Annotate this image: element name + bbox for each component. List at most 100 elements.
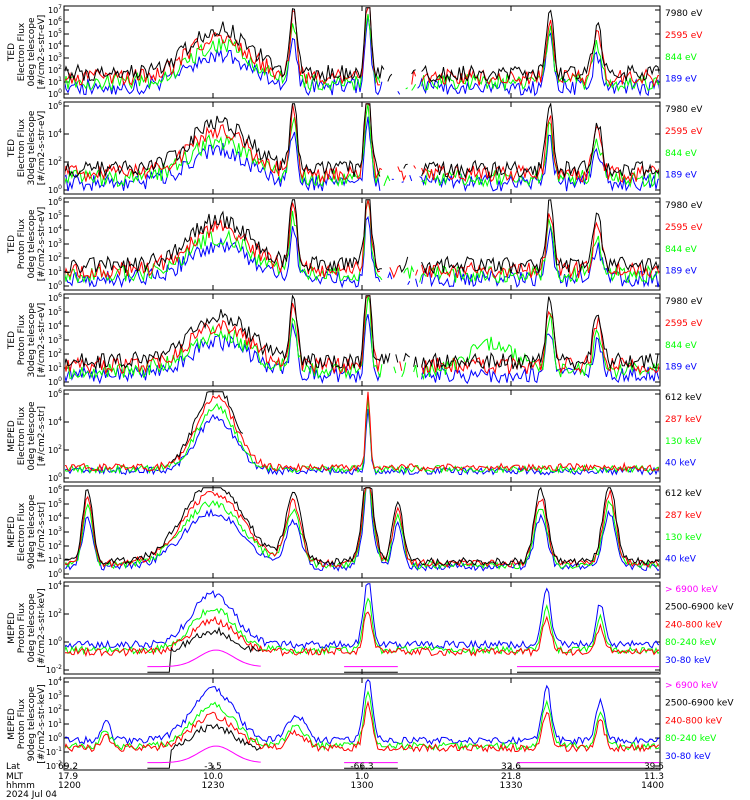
y-tick-label: 106: [48, 100, 62, 111]
y-tick-label: 104: [48, 40, 62, 51]
y-tick-label: 104: [48, 320, 62, 331]
series-line-1: [147, 649, 659, 668]
legend-entry: 40 keV: [665, 459, 697, 469]
y-tick-label: 102: [48, 156, 62, 167]
legend-entry: 80-240 keV: [665, 734, 717, 744]
y-tick-label: 105: [48, 28, 62, 39]
series-line-2: [65, 199, 659, 280]
series-line-3: [65, 13, 659, 92]
y-tick-label: 102: [48, 704, 62, 715]
x-tick-lat: 39.5: [644, 762, 664, 772]
legend-entry: 287 keV: [665, 511, 702, 521]
y-axis-label: Electron Flux: [17, 502, 27, 561]
series-line-1: [65, 487, 659, 567]
series-line-3: [65, 397, 659, 475]
y-tick-label: 103: [48, 334, 62, 345]
y-tick-label: 100: [48, 472, 62, 483]
legend-entry: 189 eV: [665, 363, 698, 373]
y-axis-label: [#/cm2-s-str]: [37, 502, 47, 562]
x-tick-hhmm: 1200: [58, 781, 81, 791]
y-tick-label: 104: [48, 224, 62, 235]
series-line-2: [147, 723, 659, 769]
series-line-1: [65, 199, 659, 275]
y-axis-label: [#/cm2-s-str-eV]: [37, 15, 47, 90]
x-tick-lat: -3.5: [204, 762, 222, 772]
x-tick-hhmm: 1230: [202, 781, 225, 791]
series-line-5: [65, 679, 659, 746]
y-axis-label: 90deg telescope: [27, 494, 37, 569]
y-axis-label: 30deg telescope: [27, 302, 37, 377]
series-line-5: [65, 583, 659, 650]
legend-entry: 2595 eV: [665, 127, 703, 137]
series-line-3: [65, 487, 659, 570]
y-tick-label: 101: [48, 266, 62, 277]
y-axis-label: 30deg telescope: [27, 110, 37, 185]
panel-5: 100 102 104 106 MEPED Electron Flux 0deg teles…: [7, 388, 702, 483]
legend-entry: 2595 eV: [665, 319, 703, 329]
x-tick-lat: 32.6: [501, 762, 521, 772]
legend-entry: 40 keV: [665, 555, 697, 565]
y-axis-label: MEPED: [7, 516, 17, 548]
y-tick-label: 104: [48, 512, 62, 523]
y-tick-label: 106: [48, 196, 62, 207]
x-axis-row-label: hhmm: [6, 781, 35, 791]
y-axis-label: MEPED: [7, 612, 17, 644]
series-line-1: [65, 7, 659, 83]
y-tick-label: 103: [48, 52, 62, 63]
y-tick-label: 105: [48, 210, 62, 221]
y-axis-label: Electron Flux: [17, 406, 27, 465]
y-tick-label: 107: [48, 4, 62, 15]
y-tick-label: 101: [48, 554, 62, 565]
series-line-2: [65, 295, 659, 375]
legend-entry: 130 keV: [665, 533, 702, 543]
y-axis-label: [#/cm2-s-str]: [37, 406, 47, 466]
y-axis-label: 0deg telescope: [27, 209, 37, 279]
y-axis-label: TED: [7, 43, 17, 62]
legend-entry: 2500-6900 keV: [665, 699, 734, 709]
y-tick-label: 102: [48, 252, 62, 263]
x-tick-hhmm: 1330: [500, 781, 523, 791]
y-tick-label: 100: [48, 184, 62, 195]
legend-entry: 7980 eV: [665, 105, 703, 115]
y-axis-label: Proton Flux: [17, 314, 27, 365]
y-axis-label: Electron Flux: [17, 22, 27, 81]
legend-entry: 30-80 keV: [665, 752, 711, 762]
y-tick-label: 103: [48, 690, 62, 701]
y-axis-label: Proton Flux: [17, 698, 27, 749]
y-tick-label: 10-2: [46, 664, 62, 675]
legend-entry: 30-80 keV: [665, 656, 711, 666]
y-axis-label: 90deg telescope: [27, 686, 37, 761]
series-line-3: [65, 611, 659, 658]
x-axis-row-label: MLT: [6, 772, 24, 782]
legend-entry: 2595 eV: [665, 31, 703, 41]
panel-4: 100 101 102 103 104 105 106 TED Proton Flux 30deg…: [7, 292, 703, 387]
y-tick-label: 102: [48, 608, 62, 619]
x-tick-hhmm: 1400: [641, 781, 664, 791]
y-axis-label: TED: [7, 235, 17, 254]
y-axis-label: [#/cm2-s-str-eV]: [37, 111, 47, 186]
legend-entry: > 6900 keV: [665, 681, 719, 691]
x-tick-lat: 69.2: [58, 762, 78, 772]
panel-8: 10-2 10-1 100 101 102 103 104 MEPED Proton Flux 9…: [7, 676, 734, 771]
y-axis-label: Proton Flux: [17, 602, 27, 653]
y-axis-label: [#/cm2-s-str-keV]: [37, 684, 47, 763]
y-tick-label: 100: [48, 732, 62, 743]
y-tick-label: 106: [48, 388, 62, 399]
legend-entry: 80-240 keV: [665, 638, 717, 648]
y-tick-label: 10-2: [46, 760, 62, 771]
y-axis-label: MEPED: [7, 708, 17, 740]
x-tick-mlt: 17.9: [58, 772, 78, 782]
panel-3: 100 101 102 103 104 105 106 TED Proton Flux 0deg …: [7, 196, 703, 291]
y-axis-label: Proton Flux: [17, 218, 27, 269]
y-tick-label: 100: [48, 636, 62, 647]
legend-entry: 7980 eV: [665, 201, 703, 211]
y-axis-label: [#/cm2-s-str-eV]: [37, 303, 47, 378]
y-tick-label: 100: [48, 280, 62, 291]
legend-entry: 130 keV: [665, 437, 702, 447]
panel-6: 100 101 102 103 104 105 106 MEPED Electron Flux 9…: [7, 484, 702, 579]
y-axis-label: Electron Flux: [17, 118, 27, 177]
legend-entry: 189 eV: [665, 171, 698, 181]
panel-7: 10-2 100 102 104 MEPED Proton Flux 0deg telesc…: [7, 580, 734, 675]
series-line-1: [170, 391, 244, 463]
